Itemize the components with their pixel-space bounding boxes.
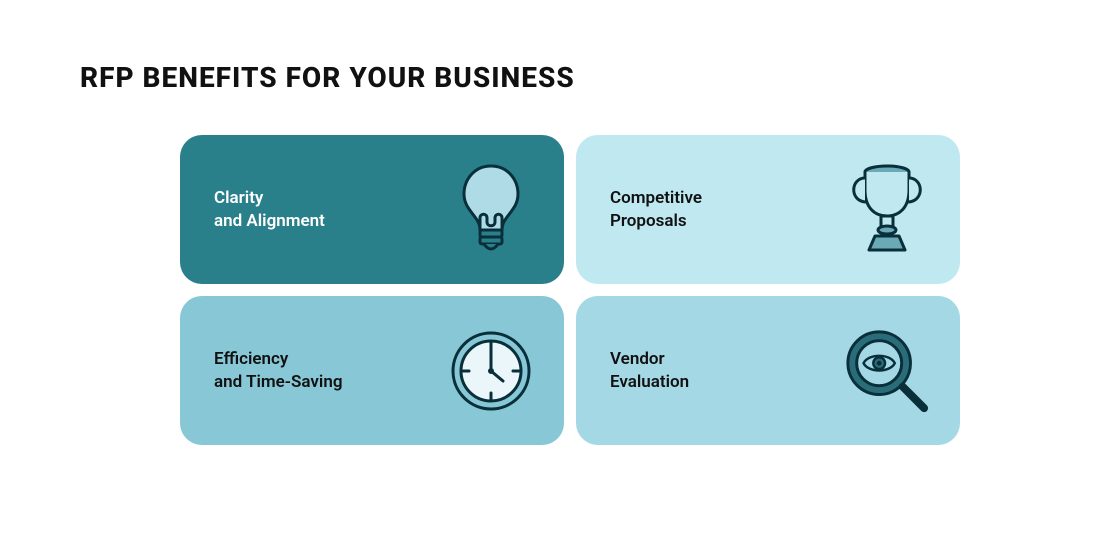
lightbulb-icon (446, 155, 536, 265)
magnifier-eye-icon (842, 316, 932, 426)
trophy-icon (842, 155, 932, 265)
card-vendor-label: Vendor Evaluation (610, 348, 689, 394)
page-title: RFP BENEFITS FOR YOUR BUSINESS (80, 60, 1020, 95)
card-clarity: Clarity and Alignment (180, 135, 564, 284)
card-competitive-label: Competitive Proposals (610, 187, 702, 233)
card-competitive: Competitive Proposals (576, 135, 960, 284)
benefits-grid: Clarity and Alignment Competitive Propos… (180, 135, 960, 445)
card-clarity-label: Clarity and Alignment (214, 187, 325, 233)
card-efficiency: Efficiency and Time-Saving (180, 296, 564, 445)
clock-icon (446, 316, 536, 426)
card-efficiency-label: Efficiency and Time-Saving (214, 348, 343, 394)
card-vendor: Vendor Evaluation (576, 296, 960, 445)
